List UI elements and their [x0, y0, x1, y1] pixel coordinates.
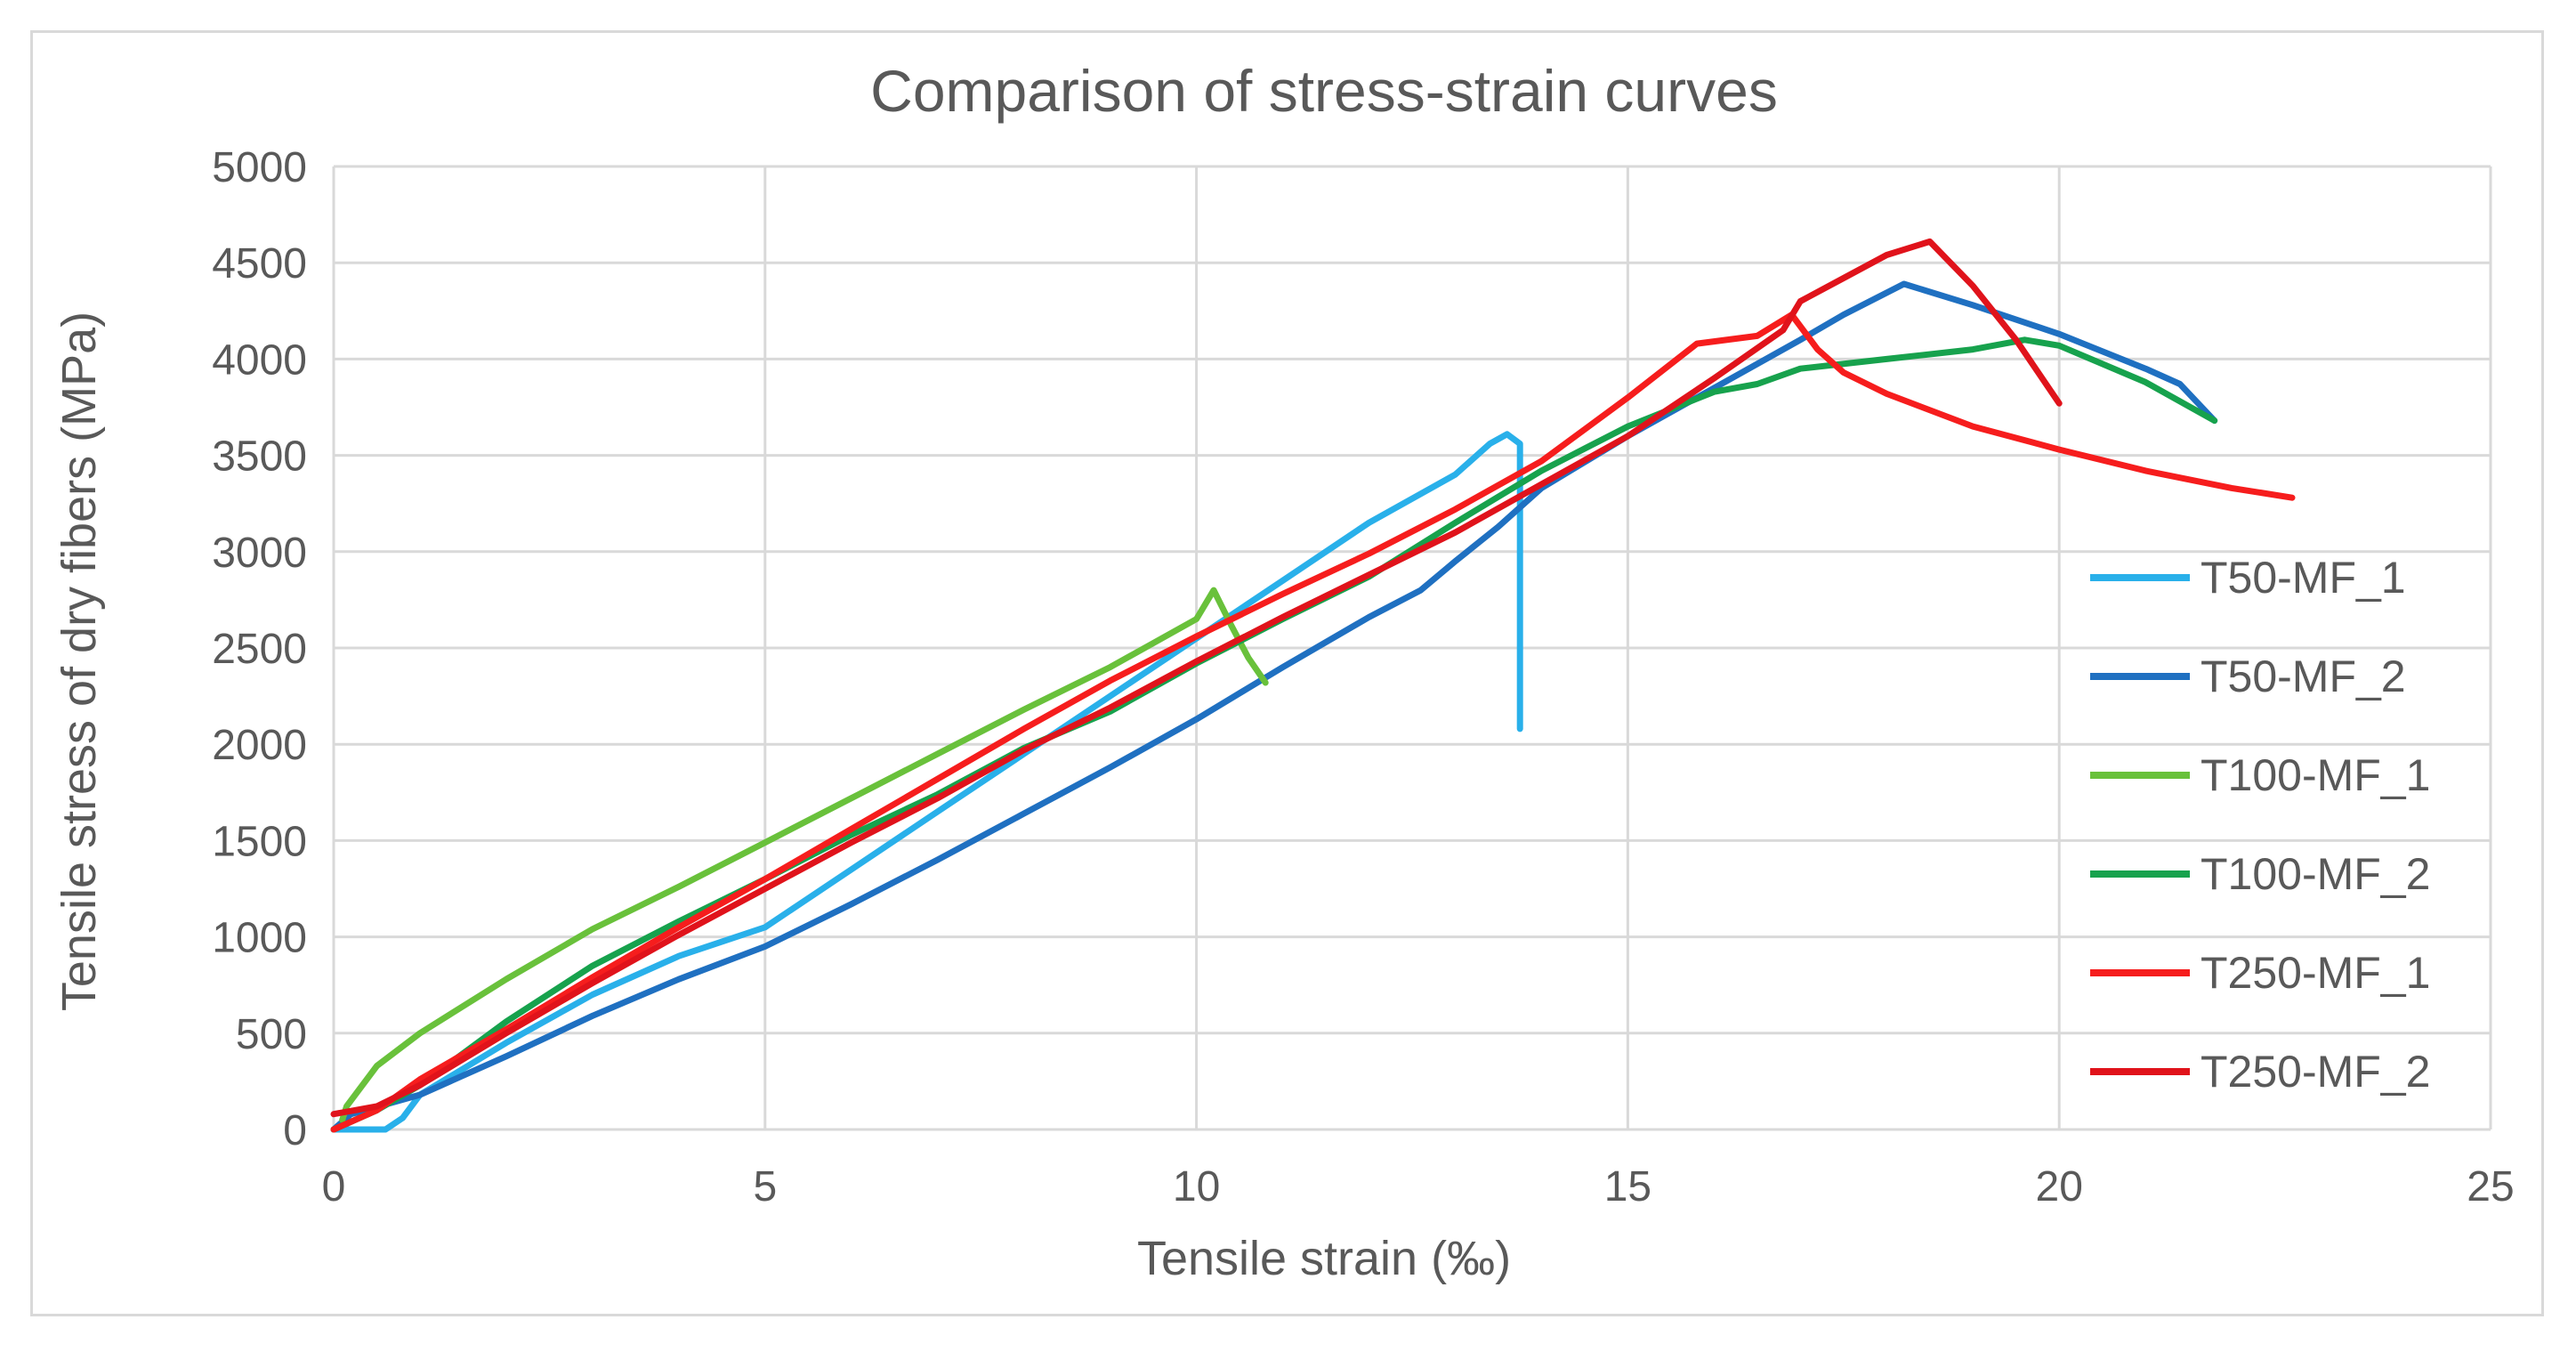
y-tick-label: 1500 [212, 818, 307, 865]
y-tick-label: 5000 [212, 144, 307, 191]
y-tick-labels: 0 500 1000 1500 2000 2500 3000 3500 4000 4500 5000 [212, 144, 307, 1154]
series-line-t50-mf_2 [330, 280, 2218, 1133]
grid-lines [332, 165, 2492, 1131]
x-tick-label: 5 [753, 1163, 777, 1210]
legend-label: T100-MF_1 [2201, 750, 2430, 800]
legend-item: T250-MF_2 [2090, 1047, 2430, 1097]
series-line-t50-mf_1 [330, 431, 1523, 1133]
y-tick-label: 3500 [212, 433, 307, 481]
x-tick-label: 20 [2036, 1163, 2083, 1210]
y-axis-title: Tensile stress of dry fibers (MPa) [52, 312, 106, 1011]
y-tick-label: 1000 [212, 915, 307, 962]
y-tick-label: 4000 [212, 336, 307, 384]
legend-label: T50-MF_1 [2201, 553, 2406, 603]
x-tick-label: 15 [1604, 1163, 1651, 1210]
y-tick-label: 2000 [212, 722, 307, 769]
chart-svg: Comparison of stress-strain curves 0 5 10 1… [52, 58, 2515, 1285]
series-line-t100-mf_1 [339, 587, 1269, 1123]
y-tick-label: 3000 [212, 530, 307, 577]
legend: T50-MF_1 T50-MF_2 T100-MF_1 T100-MF_2 T250-M… [2090, 553, 2430, 1097]
x-tick-label: 25 [2467, 1163, 2514, 1210]
legend-label: T250-MF_1 [2201, 948, 2430, 998]
y-tick-label: 2500 [212, 626, 307, 673]
y-tick-label: 500 [236, 1011, 307, 1058]
chart-title: Comparison of stress-strain curves [870, 58, 1778, 124]
legend-item: T100-MF_2 [2090, 849, 2430, 899]
x-tick-label: 0 [322, 1163, 346, 1210]
series-line-t100-mf_2 [330, 336, 2218, 1133]
chart-frame: Comparison of stress-strain curves 0 5 10 1… [30, 30, 2544, 1316]
x-tick-label: 10 [1173, 1163, 1220, 1210]
legend-item: T50-MF_2 [2090, 652, 2406, 701]
x-tick-labels: 0 5 10 15 20 25 [322, 1163, 2515, 1210]
legend-label: T100-MF_2 [2201, 849, 2430, 899]
y-tick-label: 4500 [212, 240, 307, 287]
legend-item: T50-MF_1 [2090, 553, 2406, 603]
legend-item: T100-MF_1 [2090, 750, 2430, 800]
legend-label: T50-MF_2 [2201, 652, 2406, 701]
legend-item: T250-MF_1 [2090, 948, 2430, 998]
series-line-t250-mf_2 [330, 238, 2063, 1118]
legend-label: T250-MF_2 [2201, 1047, 2430, 1097]
x-axis-title: Tensile strain (‰) [1137, 1232, 1511, 1285]
series-layer [330, 238, 2296, 1133]
y-tick-label: 0 [283, 1107, 307, 1154]
series-line-t250-mf_1 [330, 312, 2296, 1133]
